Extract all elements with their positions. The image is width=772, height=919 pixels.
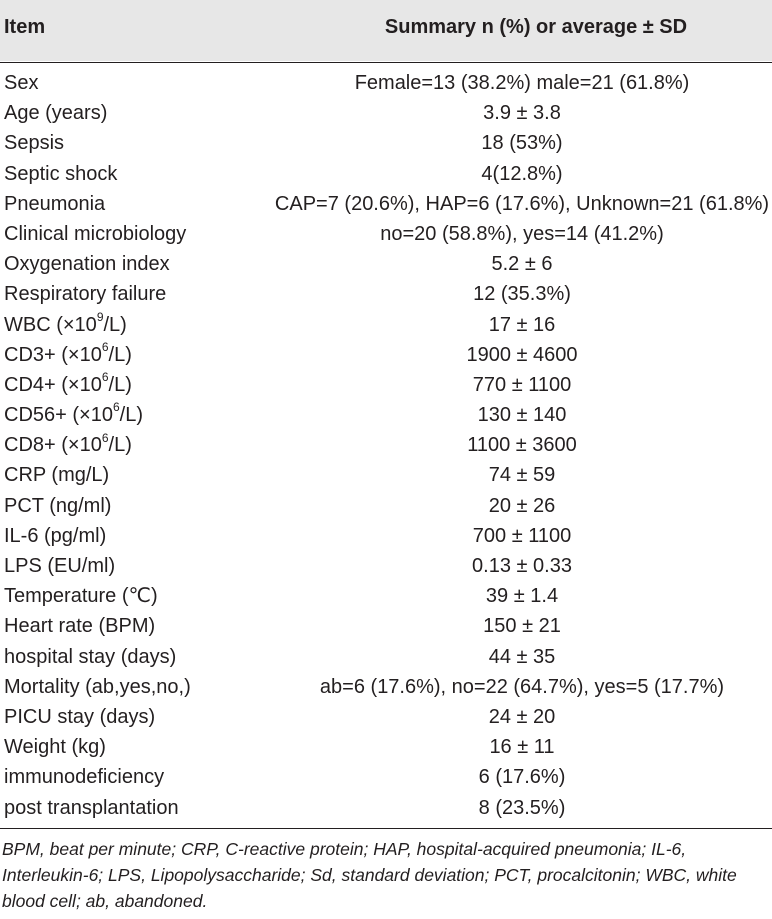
- row-item-label: Respiratory failure: [4, 283, 167, 306]
- row-summary-value: 4(12.8%): [481, 162, 563, 185]
- row-item-label: WBC (×109/L): [4, 309, 127, 336]
- row-item-label: Temperature (℃): [4, 585, 158, 608]
- row-summary-value: 20 ± 26: [488, 494, 556, 517]
- table-row: LPS (EU/ml) 0.13 ± 0.33: [0, 551, 772, 581]
- row-summary-value: 74 ± 59: [488, 464, 556, 487]
- row-summary-value: 17 ± 16: [488, 313, 556, 336]
- column-header-summary: Summary n (%) or average ± SD: [384, 16, 688, 38]
- row-summary-value: no=20 (58.8%), yes=14 (41.2%): [380, 222, 664, 245]
- row-summary-value: 12 (35.3%): [473, 283, 571, 306]
- row-summary-value: 700 ± 1100: [472, 524, 572, 547]
- table-row: Temperature (℃) 39 ± 1.4: [0, 581, 772, 611]
- table-row: CD56+ (×106/L) 130 ± 140: [0, 400, 772, 430]
- table-bottom-divider: [0, 828, 772, 829]
- table-footnote: BPM, beat per minute; CRP, C-reactive pr…: [2, 839, 737, 911]
- table-header-row: Item Summary n (%) or average ± SD: [0, 0, 772, 61]
- row-item-label: CD4+ (×106/L): [4, 370, 132, 396]
- table-row: CD4+ (×106/L) 770 ± 1100: [0, 370, 772, 400]
- row-item-label: Age (years): [4, 102, 108, 125]
- row-summary-value: 5.2 ± 6: [491, 253, 553, 276]
- table-row: Mortality (ab,yes,no,) ab=6 (17.6%), no=2…: [0, 672, 772, 702]
- row-summary-value: 8 (23.5%): [478, 796, 566, 819]
- table-row: PICU stay (days) 24 ± 20: [0, 702, 772, 732]
- row-item-label: Sepsis: [4, 132, 65, 155]
- row-item-label: Weight (kg): [4, 736, 106, 759]
- table-row: Weight (kg) 16 ± 11: [0, 732, 772, 762]
- row-item-label: immunodeficiency: [4, 766, 165, 789]
- row-item-label: CD56+ (×106/L): [4, 400, 143, 427]
- table-row: Septic shock 4(12.8%): [0, 159, 772, 189]
- row-item-label: hospital stay (days): [4, 645, 177, 668]
- row-item-label: IL-6 (pg/ml): [4, 524, 107, 547]
- table-row: CD3+ (×106/L) 1900 ± 4600: [0, 340, 772, 370]
- table-row: post transplantation 8 (23.5%): [0, 793, 772, 823]
- row-summary-value: 770 ± 1100: [472, 373, 572, 396]
- row-summary-value: 3.9 ± 3.8: [483, 102, 561, 125]
- header-divider: [0, 62, 772, 63]
- table-row: Sex Female=13 (38.2%) male=21 (61.8%): [0, 68, 772, 98]
- row-summary-value: ab=6 (17.6%), no=22 (64.7%), yes=5 (17.7…: [319, 675, 725, 698]
- row-summary-value: 1100 ± 3600: [467, 434, 577, 457]
- row-item-label: Mortality (ab,yes,no,): [4, 675, 191, 698]
- table-row: hospital stay (days) 44 ± 35: [0, 642, 772, 672]
- row-summary-value: Female=13 (38.2%) male=21 (61.8%): [354, 72, 690, 94]
- row-item-label: PICU stay (days): [4, 705, 156, 728]
- row-summary-value: 6 (17.6%): [478, 766, 566, 789]
- table-row: Sepsis 18 (53%): [0, 128, 772, 158]
- table-row: PCT (ng/ml) 20 ± 26: [0, 491, 772, 521]
- row-item-label: Clinical microbiology: [4, 222, 187, 245]
- table-row: Respiratory failure 12 (35.3%): [0, 279, 772, 309]
- row-item-label: Sex: [4, 72, 39, 94]
- table-row: WBC (×109/L) 17 ± 16: [0, 310, 772, 340]
- row-item-label: Pneumonia: [4, 192, 106, 215]
- table-body: Sex Female=13 (38.2%) male=21 (61.8%) Age …: [0, 68, 772, 823]
- row-summary-value: 150 ± 21: [483, 615, 561, 638]
- table-row: CD8+ (×106/L) 1100 ± 3600: [0, 430, 772, 460]
- table-header-background: [0, 0, 772, 61]
- row-item-label: CRP (mg/L): [4, 464, 110, 487]
- row-item-label: Oxygenation index: [4, 253, 170, 276]
- row-item-label: CD8+ (×106/L): [4, 430, 132, 457]
- table-row: immunodeficiency 6 (17.6%): [0, 762, 772, 792]
- row-item-label: LPS (EU/ml): [4, 555, 116, 577]
- row-item-label: Heart rate (BPM): [4, 615, 156, 638]
- row-summary-value: 24 ± 20: [488, 705, 556, 728]
- row-item-label: Septic shock: [4, 162, 118, 185]
- row-item-label: CD3+ (×106/L): [4, 340, 132, 366]
- row-summary-value: 16 ± 11: [489, 736, 555, 759]
- table-row: CRP (mg/L) 74 ± 59: [0, 460, 772, 490]
- row-summary-value: 130 ± 140: [477, 404, 567, 427]
- table-row: Oxygenation index 5.2 ± 6: [0, 249, 772, 279]
- row-summary-value: CAP=7 (20.6%), HAP=6 (17.6%), Unknown=21…: [274, 192, 770, 215]
- table-row: Pneumonia CAP=7 (20.6%), HAP=6 (17.6%), U…: [0, 189, 772, 219]
- table-row: Clinical microbiology no=20 (58.8%), yes=…: [0, 219, 772, 249]
- row-summary-value: 44 ± 35: [488, 645, 556, 668]
- row-summary-value: 1900 ± 4600: [466, 343, 578, 366]
- row-item-label: post transplantation: [4, 796, 179, 819]
- row-summary-value: 39 ± 1.4: [485, 585, 559, 608]
- table-row: Heart rate (BPM) 150 ± 21: [0, 611, 772, 641]
- row-summary-value: 0.13 ± 0.33: [472, 555, 572, 577]
- row-summary-value: 18 (53%): [481, 132, 563, 155]
- table-row: IL-6 (pg/ml) 700 ± 1100: [0, 521, 772, 551]
- row-item-label: PCT (ng/ml): [4, 494, 112, 517]
- column-header-item: Item: [4, 16, 46, 38]
- table-row: Age (years) 3.9 ± 3.8: [0, 98, 772, 128]
